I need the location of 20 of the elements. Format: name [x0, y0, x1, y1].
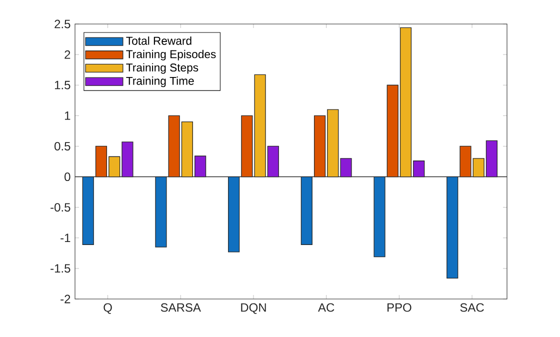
x-tick-label: DQN	[241, 303, 266, 314]
y-tick-label: 1.5	[54, 80, 70, 90]
y-tick-label: 1	[64, 112, 70, 120]
legend-label: Training Episodes	[126, 50, 216, 60]
x-tick-label: AC	[318, 303, 334, 312]
y-tick-label: -0.5	[50, 203, 70, 212]
x-tick-label: SARSA	[160, 303, 201, 312]
y-tick-label: 2	[64, 50, 70, 59]
y-tick-label: 0.5	[54, 142, 70, 150]
y-tick-label: 0	[64, 172, 70, 182]
y-tick-label: -2	[60, 294, 70, 304]
legend-label: Training Time	[126, 76, 194, 88]
y-tick-label: -1.5	[50, 264, 70, 273]
y-tick-label: 2.5	[54, 20, 70, 28]
legend-label: Total Reward	[126, 36, 192, 45]
x-tick-label: PPO	[387, 303, 412, 312]
x-tick-label: SAC	[460, 303, 484, 312]
x-tick-label: Q	[104, 303, 112, 314]
y-tick-label: -1	[60, 234, 70, 242]
legend-label: Training Steps	[126, 63, 198, 74]
